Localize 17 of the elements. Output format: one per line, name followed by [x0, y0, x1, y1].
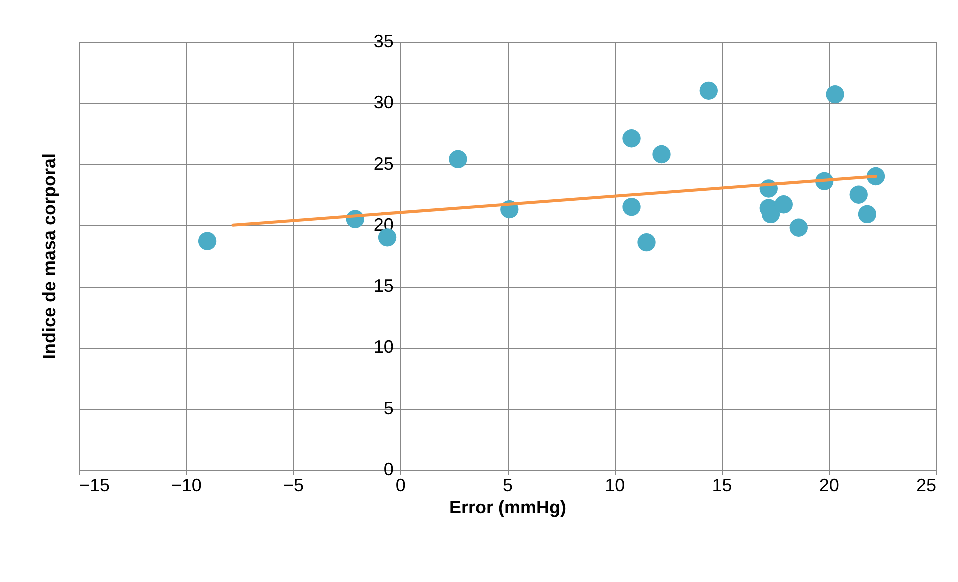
x-tick-label: −5 — [283, 476, 304, 496]
x-tick-label: 25 — [916, 476, 936, 496]
y-axis-title: Indice de masa corporal — [40, 153, 60, 360]
x-tick-label: 10 — [605, 476, 626, 496]
y-tick-label: 25 — [374, 154, 394, 174]
x-tick-label: 20 — [819, 476, 840, 496]
x-axis-title: Error (mmHg) — [449, 498, 567, 518]
x-tick-label: 15 — [712, 476, 732, 496]
x-tick-label: −10 — [171, 476, 202, 496]
y-tick-label: 30 — [374, 92, 394, 113]
y-tick-label: 10 — [374, 337, 394, 358]
y-tick-label: 15 — [374, 276, 394, 296]
y-tick-label: 5 — [384, 398, 394, 418]
x-tick-label: 5 — [502, 476, 514, 496]
y-tick-label: 0 — [384, 460, 394, 480]
y-tick-label: 35 — [374, 32, 394, 52]
x-tick-label: −15 — [80, 476, 110, 496]
